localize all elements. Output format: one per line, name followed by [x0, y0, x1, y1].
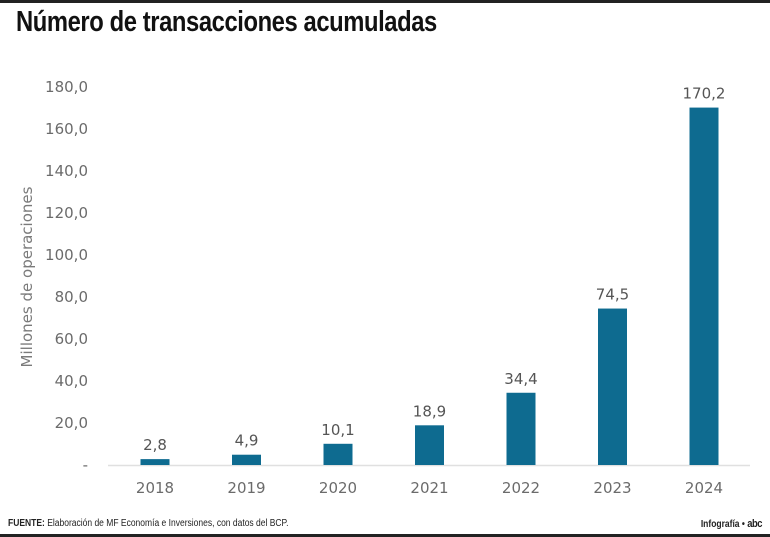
- bar-2018: [140, 459, 170, 465]
- bar-2019: [232, 454, 261, 465]
- source-text: Elaboración de MF Economía e Inversiones…: [44, 518, 289, 529]
- bar-2020: [323, 443, 353, 465]
- data-label-2019: 4,9: [235, 432, 259, 450]
- y-tick-label: 100,0: [45, 246, 88, 264]
- data-label-2018: 2,8: [143, 436, 167, 454]
- source-label: FUENTE:: [8, 518, 45, 529]
- x-tick-label: 2020: [319, 479, 357, 497]
- credit-label: Infografía •: [700, 519, 745, 530]
- data-labels: 2,8 4,9 10,1 18,9 34,4 74,5 170,2: [143, 85, 725, 455]
- y-tick-label: 60,0: [55, 330, 88, 348]
- source-note: FUENTE: Elaboración de MF Economía e Inv…: [8, 518, 288, 529]
- bars: [140, 107, 719, 465]
- data-label-2021: 18,9: [413, 402, 446, 420]
- y-tick-label: 40,0: [55, 372, 88, 390]
- y-tick-label: 160,0: [45, 120, 88, 138]
- x-tick-label: 2022: [502, 479, 540, 497]
- bar-2024: [689, 107, 719, 465]
- data-label-2022: 34,4: [504, 370, 537, 388]
- x-tick-label: 2019: [227, 479, 265, 497]
- bar-2023: [598, 308, 627, 465]
- chart-title: Número de transacciones acumuladas: [16, 6, 437, 38]
- x-tick-label: 2021: [410, 479, 448, 497]
- x-tick-label: 2018: [136, 479, 174, 497]
- y-tick-label: -: [83, 456, 88, 474]
- data-label-2020: 10,1: [321, 421, 354, 439]
- data-label-2024: 170,2: [683, 85, 726, 103]
- y-tick-label: 80,0: [55, 288, 88, 306]
- bar-2021: [415, 425, 444, 465]
- y-tick-label: 140,0: [45, 162, 88, 180]
- y-axis-ticks: - 20,0 40,0 60,0 80,0 100,0 120,0 140,0 160,0 180…: [45, 78, 88, 474]
- bottom-border: [0, 534, 770, 537]
- bar-2022: [506, 392, 536, 465]
- x-axis-ticks: 2018 2019 2020 2021 2022 2023 2024: [136, 479, 723, 497]
- x-tick-label: 2023: [593, 479, 631, 497]
- credit: Infografía • abc: [700, 518, 763, 530]
- y-axis-label: Millones de operaciones: [18, 186, 36, 367]
- y-tick-label: 180,0: [45, 78, 88, 96]
- y-tick-label: 20,0: [55, 414, 88, 432]
- top-border: [0, 0, 770, 3]
- y-tick-label: 120,0: [45, 204, 88, 222]
- x-tick-label: 2024: [685, 479, 723, 497]
- abc-logo: abc: [747, 518, 762, 530]
- data-label-2023: 74,5: [596, 286, 629, 304]
